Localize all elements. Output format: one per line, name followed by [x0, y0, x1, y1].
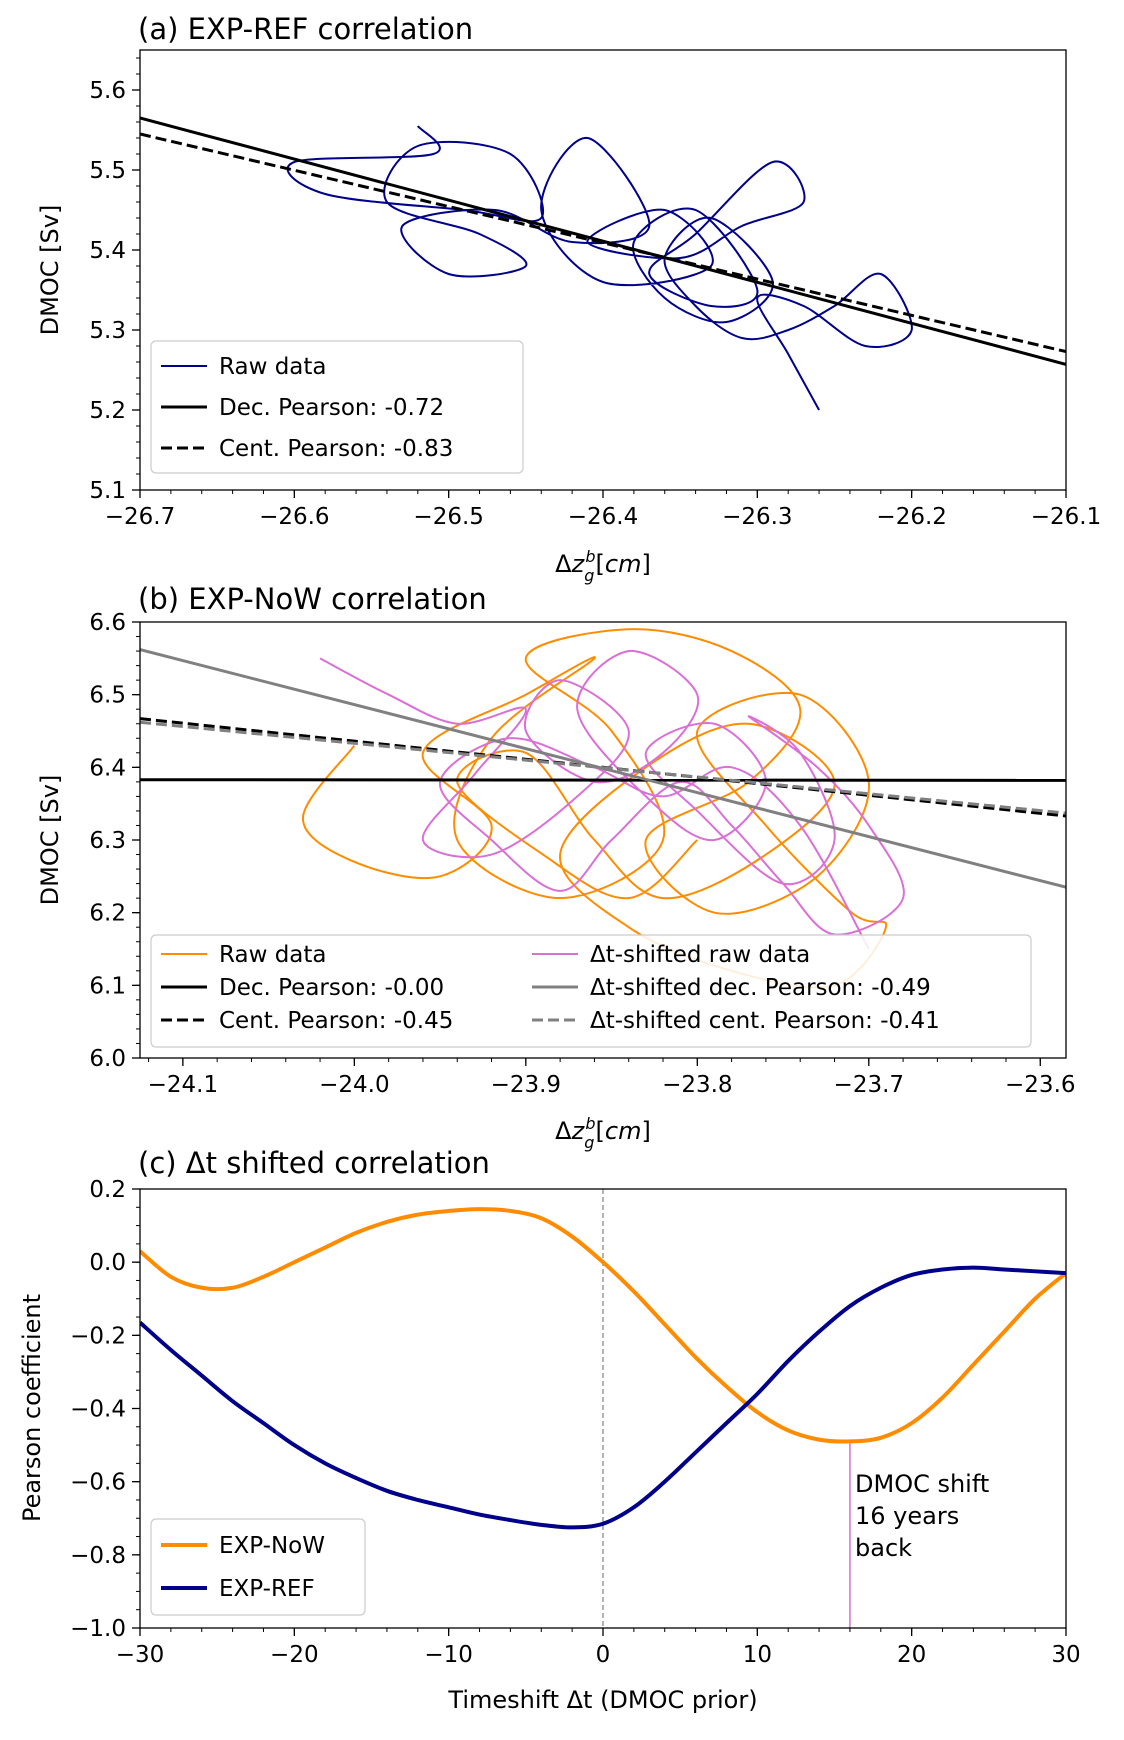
- y-tick-label: −1.0: [70, 1616, 126, 1642]
- legend-label-cent: Cent. Pearson: -0.45: [219, 1008, 453, 1034]
- y-tick-label: 5.1: [89, 478, 126, 504]
- panel-c-ticks: [132, 1188, 1067, 1636]
- x-tick-label: −20: [270, 1642, 319, 1668]
- panel-c-y-tick-labels: −1.0 −0.8 −0.6 −0.4 −0.2 0.0 0.2: [70, 1177, 126, 1642]
- panel-b-x-tick-labels: −24.1 −24.0 −23.9 −23.8 −23.7 −23.6: [148, 1072, 1076, 1098]
- y-tick-label: 6.0: [89, 1046, 126, 1072]
- legend-label-raw: Raw data: [219, 942, 327, 968]
- x-tick-label: −24.0: [319, 1072, 389, 1098]
- x-tick-label: −23.7: [834, 1072, 904, 1098]
- panel-b-y-tick-labels: 6.0 6.1 6.2 6.3 6.4 6.5 6.6: [89, 610, 126, 1072]
- legend-label-exp-ref: EXP-REF: [219, 1576, 315, 1602]
- panel-a-ticks: [132, 57, 1067, 498]
- panel-c-frame: [139, 1188, 1067, 1629]
- panel-b-frame: [139, 621, 1067, 1059]
- panel-b-plot-area: [140, 628, 1066, 989]
- panel-b-exp-now-correlation: (b) EXP-NoW correlation −24.1 −24.0 −23.9−…: [36, 582, 1076, 1152]
- x-tick-label: −26.2: [876, 504, 946, 530]
- panel-b-title: (b) EXP-NoW correlation: [138, 582, 487, 616]
- y-tick-label: 6.2: [89, 901, 126, 927]
- panel-c-x-tick-labels: −30 −20 −10 0 10 20 30: [116, 1642, 1081, 1668]
- y-tick-label: −0.6: [70, 1470, 126, 1496]
- x-tick-label: −24.1: [148, 1072, 218, 1098]
- y-tick-label: 0.2: [89, 1177, 126, 1203]
- legend-label-cent: Cent. Pearson: -0.83: [219, 436, 453, 462]
- y-tick-label: 5.3: [89, 318, 126, 344]
- x-tick-label: −26.5: [413, 504, 483, 530]
- y-tick-label: −0.4: [70, 1397, 126, 1423]
- panel-b-y-axis-label: DMOC [Sv]: [36, 775, 64, 906]
- panel-a-x-tick-labels: −26.7 −26.6 −26.5 −26.4 −26.3 −26.2 −26.1: [105, 504, 1101, 530]
- x-tick-label: 20: [897, 1642, 926, 1668]
- y-tick-label: 5.4: [89, 238, 126, 264]
- x-tick-label: −10: [424, 1642, 473, 1668]
- panel-b-raw-data-line: [301, 628, 888, 989]
- panel-a-y-tick-labels: 5.1 5.2 5.3 5.4 5.5 5.6: [89, 78, 126, 504]
- panel-a-dec-pearson-line: [140, 116, 1066, 366]
- panel-b-dec-pearson-line: [140, 778, 1066, 782]
- panel-a-legend: Raw data Dec. Pearson: -0.72 Cent. Pears…: [150, 340, 524, 474]
- y-tick-label: 6.5: [89, 683, 126, 709]
- annotation-line-2: 16 years: [855, 1502, 959, 1530]
- panel-c-exp-ref-line: [140, 1265, 1066, 1530]
- panel-b-ticks: [132, 621, 1041, 1066]
- y-tick-label: 5.2: [89, 398, 126, 424]
- legend-label-shifted-raw: Δt-shifted raw data: [590, 942, 810, 968]
- panel-c-x-axis-label: Timeshift Δt (DMOC prior): [447, 1686, 757, 1714]
- panel-c-exp-now-line: [140, 1207, 1066, 1444]
- x-tick-label: −23.8: [662, 1072, 732, 1098]
- panel-b-x-axis-label: Δzgb[cm]: [555, 1114, 651, 1152]
- x-tick-label: −26.7: [105, 504, 175, 530]
- x-tick-label: 30: [1051, 1642, 1080, 1668]
- y-tick-label: 6.6: [89, 610, 126, 636]
- panel-a-y-axis-label: DMOC [Sv]: [36, 205, 64, 336]
- annotation-line-1: DMOC shift: [855, 1470, 989, 1498]
- panel-c-y-axis-label: Pearson coefficient: [18, 1294, 46, 1522]
- x-tick-label: −30: [116, 1642, 165, 1668]
- annotation-line-3: back: [855, 1534, 912, 1562]
- legend-label-dec: Dec. Pearson: -0.72: [219, 395, 444, 421]
- x-tick-label: −26.4: [568, 504, 638, 530]
- x-tick-label: −23.6: [1005, 1072, 1075, 1098]
- legend-label-raw: Raw data: [219, 354, 327, 380]
- panel-a-plot-area: [140, 116, 1066, 411]
- legend-label-exp-now: EXP-NoW: [219, 1533, 325, 1559]
- panel-b-shifted-raw-data-line: [319, 650, 905, 950]
- panel-b-legend: Raw data Dec. Pearson: -0.00 Cent. Pears…: [150, 934, 1032, 1048]
- x-tick-label: −26.6: [259, 504, 329, 530]
- panel-a-raw-data-line: [286, 125, 913, 411]
- panel-a-x-axis-label: Δzgb[cm]: [555, 547, 651, 585]
- y-tick-label: −0.8: [70, 1543, 126, 1569]
- panel-c-plot-area: [140, 1189, 1066, 1628]
- panel-c-legend: EXP-NoW EXP-REF: [150, 1518, 366, 1616]
- panel-b-shifted-cent-pearson-line: [140, 720, 1066, 815]
- y-tick-label: 0.0: [89, 1250, 126, 1276]
- y-tick-label: 6.3: [89, 828, 126, 854]
- legend-label-shifted-cent: Δt-shifted cent. Pearson: -0.41: [590, 1008, 940, 1034]
- y-tick-label: −0.2: [70, 1323, 126, 1349]
- panel-c-annotation: DMOC shift 16 years back: [855, 1470, 989, 1562]
- panel-a-frame: [139, 49, 1067, 491]
- x-tick-label: 10: [743, 1642, 772, 1668]
- y-tick-label: 6.4: [89, 755, 126, 781]
- y-tick-label: 5.6: [89, 78, 126, 104]
- y-tick-label: 6.1: [89, 973, 126, 999]
- legend-label-dec: Dec. Pearson: -0.00: [219, 975, 444, 1001]
- panel-c-title: (c) Δt shifted correlation: [138, 1146, 490, 1180]
- panel-a-cent-pearson-line: [140, 132, 1066, 354]
- panel-c-shifted-correlation: (c) Δt shifted correlation −30 −20 −10 0 10 2…: [18, 1146, 1081, 1714]
- panel-a-title: (a) EXP-REF correlation: [138, 12, 473, 46]
- x-tick-label: −26.1: [1031, 504, 1101, 530]
- x-tick-label: −23.9: [491, 1072, 561, 1098]
- y-tick-label: 5.5: [89, 158, 126, 184]
- panel-a-exp-ref-correlation: (a) EXP-REF correlation −26.7 −26.6 −26.5−…: [36, 12, 1101, 585]
- x-tick-label: −26.3: [722, 504, 792, 530]
- x-tick-label: 0: [596, 1642, 611, 1668]
- legend-label-shifted-dec: Δt-shifted dec. Pearson: -0.49: [590, 975, 931, 1001]
